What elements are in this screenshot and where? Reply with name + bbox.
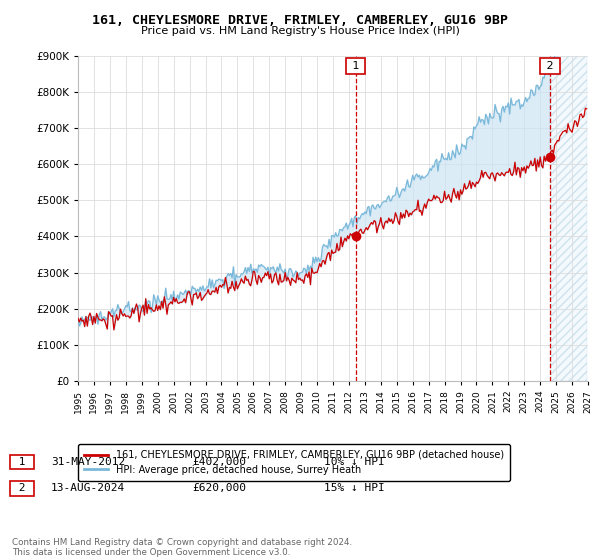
- Text: 1: 1: [349, 61, 362, 71]
- Text: 2: 2: [543, 61, 557, 71]
- Text: 10% ↓ HPI: 10% ↓ HPI: [324, 457, 385, 467]
- Text: 161, CHEYLESMORE DRIVE, FRIMLEY, CAMBERLEY, GU16 9BP: 161, CHEYLESMORE DRIVE, FRIMLEY, CAMBERL…: [92, 14, 508, 27]
- Text: 31-MAY-2012: 31-MAY-2012: [51, 457, 125, 467]
- Text: 2: 2: [12, 483, 32, 493]
- Text: Contains HM Land Registry data © Crown copyright and database right 2024.
This d: Contains HM Land Registry data © Crown c…: [12, 538, 352, 557]
- Text: £620,000: £620,000: [192, 483, 246, 493]
- Legend: 161, CHEYLESMORE DRIVE, FRIMLEY, CAMBERLEY, GU16 9BP (detached house), HPI: Aver: 161, CHEYLESMORE DRIVE, FRIMLEY, CAMBERL…: [78, 444, 509, 480]
- Text: £402,000: £402,000: [192, 457, 246, 467]
- Text: 15% ↓ HPI: 15% ↓ HPI: [324, 483, 385, 493]
- Text: Price paid vs. HM Land Registry's House Price Index (HPI): Price paid vs. HM Land Registry's House …: [140, 26, 460, 36]
- Text: 13-AUG-2024: 13-AUG-2024: [51, 483, 125, 493]
- Text: 1: 1: [12, 457, 32, 467]
